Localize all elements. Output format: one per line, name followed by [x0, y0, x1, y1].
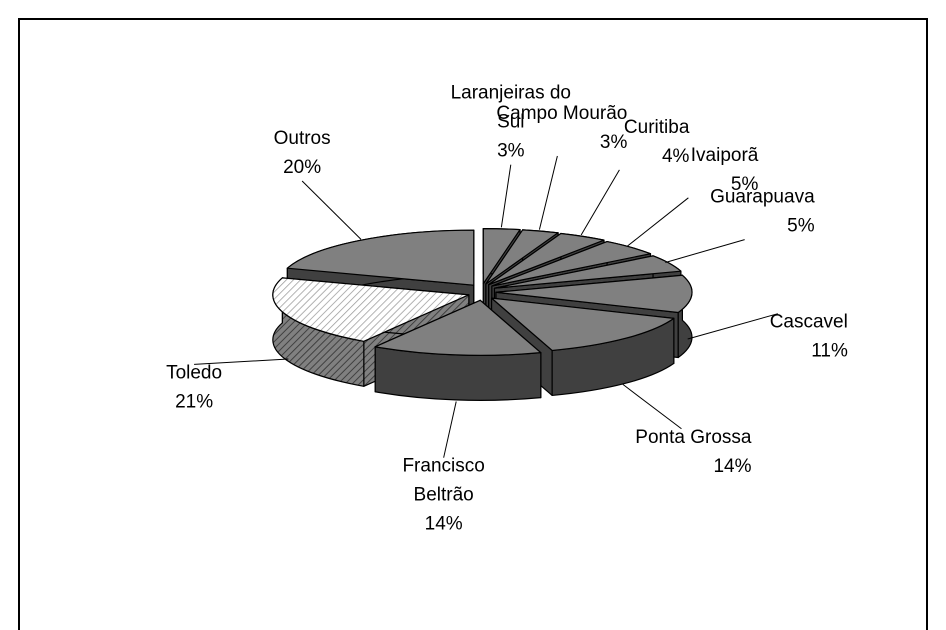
leader-line — [538, 155, 558, 230]
pie — [272, 228, 693, 401]
leader-line — [443, 401, 457, 458]
slice — [482, 228, 521, 285]
slice — [488, 232, 605, 286]
slice — [272, 277, 470, 342]
leader-line — [580, 169, 620, 236]
slice — [495, 274, 693, 314]
value-label: 20% — [283, 157, 321, 178]
category-label: Laranjeiras do Sul — [451, 83, 571, 133]
leader-line — [500, 164, 512, 228]
value-label: 14% — [713, 456, 751, 477]
value-label: 5% — [731, 174, 759, 195]
value-label: 4% — [662, 146, 690, 167]
category-label: Curitiba — [624, 117, 690, 138]
leader-line — [627, 197, 689, 247]
leader-line — [301, 180, 362, 240]
leader-line — [665, 239, 745, 263]
leader-line — [622, 383, 682, 430]
category-label: Campo Mourão — [496, 103, 627, 124]
value-label: 3% — [600, 132, 628, 153]
value-label: 5% — [787, 216, 815, 237]
slice — [490, 297, 675, 352]
value-label: 11% — [811, 341, 848, 362]
value-label: 14% — [425, 514, 463, 535]
category-label: Outros — [274, 128, 331, 149]
slice — [491, 240, 652, 287]
category-label: Toledo — [166, 362, 222, 383]
leader-line — [687, 313, 778, 340]
category-label: Ponta Grossa — [635, 427, 752, 448]
category-label: Ivaiporã — [691, 145, 759, 166]
slice — [493, 255, 682, 289]
value-label: 21% — [175, 391, 213, 412]
leader-line — [194, 358, 289, 365]
slice — [286, 229, 475, 286]
category-label: Cascavel — [770, 312, 848, 333]
value-label: 3% — [497, 141, 525, 162]
category-label: Francisco Beltrão — [402, 456, 484, 506]
slice — [485, 229, 559, 285]
category-label: Guarapuava — [710, 187, 815, 208]
slice — [374, 299, 542, 356]
